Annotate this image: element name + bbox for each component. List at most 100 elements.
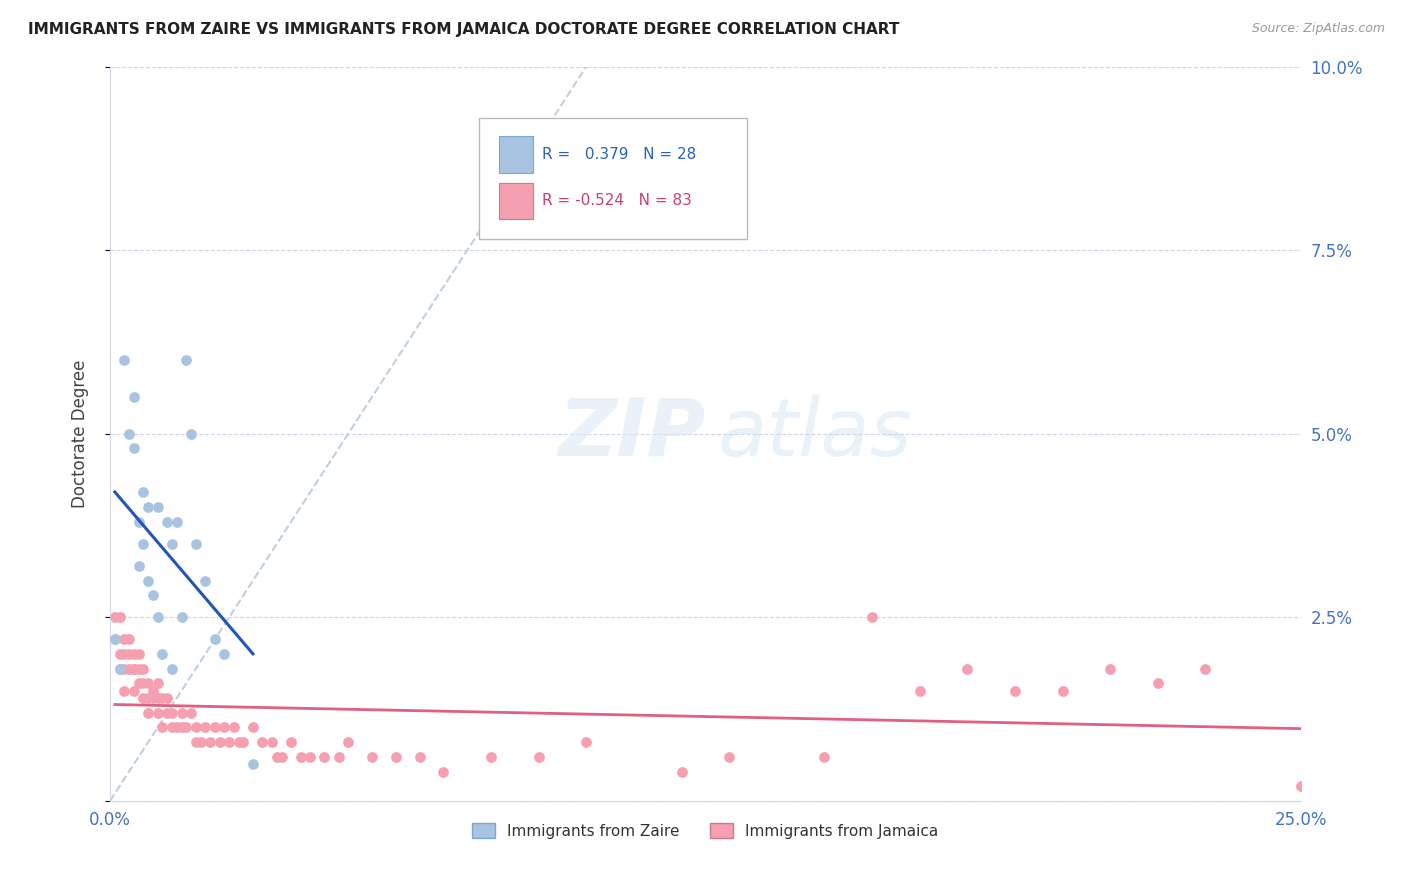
Point bbox=[198, 735, 221, 749]
Point bbox=[108, 610, 131, 624]
Point bbox=[166, 515, 188, 529]
Point bbox=[104, 632, 127, 647]
Point bbox=[132, 537, 155, 551]
Point bbox=[222, 721, 245, 735]
Point bbox=[266, 749, 288, 764]
Point bbox=[132, 662, 155, 676]
Point bbox=[174, 353, 197, 368]
Text: Source: ZipAtlas.com: Source: ZipAtlas.com bbox=[1251, 22, 1385, 36]
Point bbox=[290, 749, 312, 764]
Point bbox=[908, 683, 931, 698]
Point bbox=[122, 390, 145, 404]
Point bbox=[174, 721, 197, 735]
Point bbox=[575, 735, 598, 749]
Point bbox=[194, 574, 217, 588]
Point bbox=[228, 735, 250, 749]
Point bbox=[156, 691, 179, 706]
Point bbox=[260, 735, 283, 749]
Point bbox=[112, 353, 135, 368]
Point bbox=[142, 691, 165, 706]
Point bbox=[152, 647, 174, 661]
Point bbox=[813, 749, 835, 764]
Point bbox=[166, 721, 188, 735]
Point bbox=[1289, 779, 1312, 793]
Point bbox=[1052, 683, 1074, 698]
Point bbox=[156, 706, 179, 720]
Point bbox=[128, 676, 150, 690]
Point bbox=[337, 735, 360, 749]
Point bbox=[152, 721, 174, 735]
Point bbox=[122, 647, 145, 661]
Point bbox=[361, 749, 384, 764]
Point bbox=[146, 500, 169, 515]
Point bbox=[314, 749, 336, 764]
Point bbox=[1099, 662, 1122, 676]
Point bbox=[170, 706, 193, 720]
Point bbox=[214, 647, 236, 661]
Point bbox=[132, 676, 155, 690]
Point bbox=[108, 662, 131, 676]
Point bbox=[108, 647, 131, 661]
Point bbox=[218, 735, 240, 749]
Point bbox=[718, 749, 741, 764]
Point bbox=[180, 426, 202, 441]
Point bbox=[385, 749, 408, 764]
Point bbox=[204, 721, 226, 735]
Point bbox=[184, 735, 207, 749]
Point bbox=[671, 764, 693, 779]
Point bbox=[152, 691, 174, 706]
Point bbox=[136, 691, 159, 706]
Point bbox=[232, 735, 254, 749]
Point bbox=[118, 632, 141, 647]
Point bbox=[132, 485, 155, 500]
Text: R = -0.524   N = 83: R = -0.524 N = 83 bbox=[543, 194, 692, 209]
Legend: Immigrants from Zaire, Immigrants from Jamaica: Immigrants from Zaire, Immigrants from J… bbox=[465, 816, 945, 845]
Point bbox=[242, 757, 264, 772]
Point bbox=[160, 662, 183, 676]
Point bbox=[122, 442, 145, 456]
Point bbox=[184, 537, 207, 551]
Point bbox=[160, 721, 183, 735]
Point bbox=[1004, 683, 1026, 698]
Point bbox=[108, 662, 131, 676]
Point bbox=[252, 735, 274, 749]
Point bbox=[122, 662, 145, 676]
Point bbox=[136, 706, 159, 720]
Bar bbox=[499, 136, 533, 173]
Point bbox=[136, 676, 159, 690]
Point bbox=[956, 662, 979, 676]
Point bbox=[142, 683, 165, 698]
Point bbox=[194, 721, 217, 735]
Point bbox=[122, 683, 145, 698]
Point bbox=[170, 610, 193, 624]
Point bbox=[170, 721, 193, 735]
Y-axis label: Doctorate Degree: Doctorate Degree bbox=[72, 359, 89, 508]
Point bbox=[136, 574, 159, 588]
Point bbox=[184, 721, 207, 735]
Point bbox=[146, 706, 169, 720]
Point bbox=[118, 647, 141, 661]
Point bbox=[112, 647, 135, 661]
Point bbox=[156, 515, 179, 529]
Point bbox=[112, 683, 135, 698]
Point bbox=[146, 676, 169, 690]
Point bbox=[118, 426, 141, 441]
Point bbox=[112, 662, 135, 676]
Point bbox=[160, 706, 183, 720]
Bar bbox=[499, 183, 533, 219]
Point bbox=[1146, 676, 1168, 690]
Point bbox=[270, 749, 292, 764]
Point bbox=[104, 610, 127, 624]
Point bbox=[860, 610, 883, 624]
FancyBboxPatch shape bbox=[479, 118, 747, 239]
Point bbox=[136, 500, 159, 515]
Point bbox=[142, 588, 165, 602]
Point bbox=[328, 749, 350, 764]
Point bbox=[128, 515, 150, 529]
Point bbox=[128, 558, 150, 573]
Point bbox=[112, 632, 135, 647]
Point bbox=[208, 735, 231, 749]
Point bbox=[527, 749, 550, 764]
Point bbox=[128, 662, 150, 676]
Point bbox=[432, 764, 454, 779]
